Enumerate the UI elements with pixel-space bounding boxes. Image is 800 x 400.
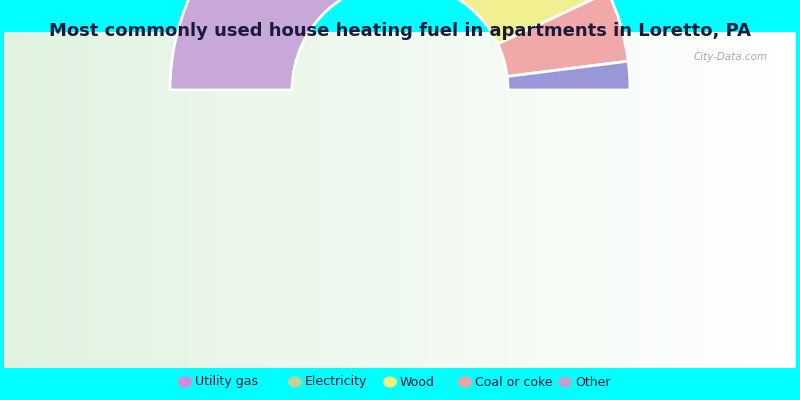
Bar (334, 32, 347, 368)
Bar (664, 32, 677, 368)
Text: Other: Other (575, 376, 610, 388)
Bar (254, 32, 268, 368)
Bar (57, 32, 70, 368)
Bar (83, 32, 97, 368)
Bar (294, 32, 307, 368)
Bar (743, 32, 757, 368)
Bar (426, 32, 440, 368)
Bar (136, 32, 149, 368)
Ellipse shape (288, 376, 302, 388)
Bar (638, 32, 651, 368)
Bar (242, 32, 254, 368)
Bar (18, 32, 30, 368)
Bar (413, 32, 426, 368)
Text: City-Data.com: City-Data.com (694, 52, 768, 62)
Ellipse shape (383, 376, 397, 388)
Wedge shape (498, 0, 628, 76)
Text: Coal or coke: Coal or coke (475, 376, 553, 388)
Bar (149, 32, 162, 368)
Bar (704, 32, 717, 368)
Bar (611, 32, 625, 368)
Bar (97, 32, 110, 368)
Bar (360, 32, 374, 368)
Bar (453, 32, 466, 368)
Bar (492, 32, 506, 368)
Text: Utility gas: Utility gas (195, 376, 258, 388)
Bar (215, 32, 229, 368)
Bar (546, 32, 558, 368)
Bar (110, 32, 123, 368)
Bar (189, 32, 202, 368)
Bar (347, 32, 360, 368)
Bar (730, 32, 743, 368)
Bar (585, 32, 598, 368)
Wedge shape (461, 0, 608, 44)
Bar (770, 32, 783, 368)
Ellipse shape (458, 376, 472, 388)
Bar (176, 32, 189, 368)
Bar (690, 32, 704, 368)
Text: Most commonly used house heating fuel in apartments in Loretto, PA: Most commonly used house heating fuel in… (49, 22, 751, 40)
Bar (532, 32, 546, 368)
Ellipse shape (178, 376, 192, 388)
Bar (757, 32, 770, 368)
Bar (440, 32, 453, 368)
Bar (70, 32, 83, 368)
Bar (400, 32, 413, 368)
Bar (651, 32, 664, 368)
Bar (518, 32, 532, 368)
Bar (466, 32, 479, 368)
Text: Wood: Wood (400, 376, 435, 388)
Bar (571, 32, 585, 368)
Bar (782, 32, 796, 368)
Wedge shape (170, 0, 429, 90)
Bar (479, 32, 492, 368)
Wedge shape (414, 0, 530, 1)
Ellipse shape (558, 376, 572, 388)
Wedge shape (507, 61, 630, 90)
Bar (202, 32, 215, 368)
Bar (30, 32, 43, 368)
Bar (374, 32, 387, 368)
Bar (558, 32, 571, 368)
Bar (598, 32, 611, 368)
Bar (321, 32, 334, 368)
Bar (677, 32, 690, 368)
Bar (624, 32, 638, 368)
Bar (282, 32, 294, 368)
Text: Electricity: Electricity (305, 376, 367, 388)
Bar (387, 32, 400, 368)
Bar (506, 32, 519, 368)
Bar (43, 32, 57, 368)
Bar (162, 32, 176, 368)
Bar (123, 32, 136, 368)
Bar (308, 32, 321, 368)
Bar (229, 32, 242, 368)
Bar (268, 32, 282, 368)
Bar (4, 32, 18, 368)
Bar (717, 32, 730, 368)
